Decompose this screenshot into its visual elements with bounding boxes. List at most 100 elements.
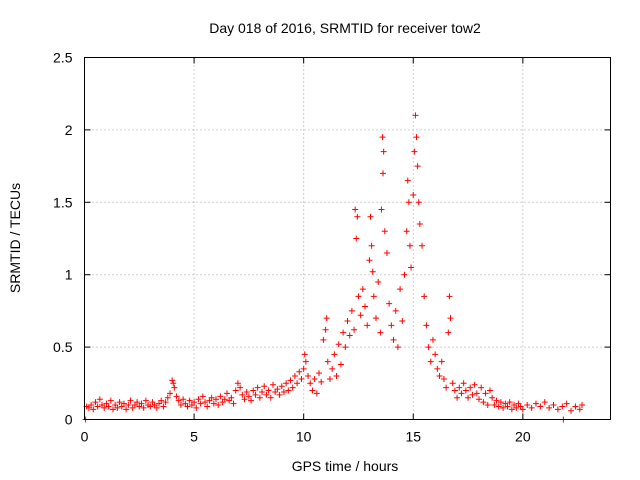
x-tick-label: 5 (190, 429, 198, 445)
data-point (142, 397, 149, 404)
data-point (322, 326, 329, 333)
data-point (355, 293, 362, 300)
data-point (436, 373, 443, 380)
data-point (237, 384, 244, 391)
data-point (438, 358, 445, 365)
data-point (232, 387, 239, 394)
data-point (171, 384, 178, 391)
x-tick-label: 10 (296, 429, 312, 445)
data-point (263, 391, 270, 398)
data-point (340, 329, 347, 336)
data-point (354, 213, 361, 220)
data-point (184, 403, 191, 410)
data-point (287, 377, 294, 384)
data-point (326, 375, 333, 382)
data-point (195, 396, 202, 403)
data-point (283, 380, 290, 387)
y-tick-label: 0.5 (53, 339, 73, 355)
data-point (217, 393, 224, 400)
data-point (554, 406, 561, 413)
data-point (175, 397, 182, 404)
data-point (234, 380, 241, 387)
y-tick-label: 2 (65, 122, 73, 138)
data-point (413, 134, 420, 141)
data-point (269, 381, 276, 388)
data-point (480, 399, 487, 406)
data-point (467, 384, 474, 391)
data-point (524, 402, 531, 409)
data-point (357, 312, 364, 319)
data-point (300, 365, 307, 372)
data-point (451, 387, 458, 394)
data-point (425, 344, 432, 351)
data-point (177, 402, 184, 409)
data-point (173, 393, 180, 400)
data-point (508, 406, 515, 413)
data-point (427, 358, 434, 365)
data-point (519, 406, 526, 413)
data-point (256, 394, 263, 401)
data-point (109, 406, 116, 413)
data-point (476, 396, 482, 403)
data-point (449, 380, 456, 387)
data-point (105, 403, 112, 410)
data-point (324, 358, 331, 365)
data-point (92, 399, 99, 406)
data-point (125, 402, 132, 409)
data-point (366, 257, 373, 264)
data-point (380, 148, 387, 155)
y-tick-label: 2.5 (53, 50, 73, 66)
data-point (370, 293, 377, 300)
data-point (504, 403, 511, 410)
data-point (506, 399, 513, 406)
data-point (486, 387, 493, 394)
data-point (323, 315, 330, 322)
data-point (546, 404, 553, 411)
plot-frame (84, 57, 611, 420)
data-point (138, 400, 145, 407)
data-point (294, 380, 301, 387)
data-point (563, 400, 570, 407)
data-point (210, 400, 217, 407)
data-points (82, 112, 586, 423)
data-point (280, 388, 287, 395)
data-point (88, 402, 95, 409)
data-point (134, 399, 141, 406)
data-point (445, 329, 452, 336)
data-point (193, 404, 200, 411)
x-tick-label: 0 (81, 429, 89, 445)
axis-ticks: 0 5 10 15 20 0 0.5 1 1.5 2 2.5 (53, 50, 611, 445)
data-point (254, 384, 261, 391)
data-point (250, 387, 257, 394)
data-point (140, 404, 147, 411)
data-point (460, 380, 467, 387)
data-point (458, 390, 465, 397)
data-point (421, 293, 428, 300)
data-point (107, 397, 114, 404)
data-point (429, 336, 436, 343)
data-point (377, 329, 384, 336)
data-point (239, 391, 246, 398)
grid-lines (84, 57, 611, 420)
data-point (348, 307, 355, 314)
data-point (568, 407, 575, 414)
data-point (419, 242, 426, 249)
data-point (537, 403, 544, 410)
data-point (541, 399, 548, 406)
data-point (572, 403, 579, 410)
data-point (307, 380, 314, 387)
data-point (228, 394, 235, 401)
data-point (160, 403, 167, 410)
data-point (469, 391, 476, 398)
data-point (410, 192, 417, 199)
data-point (164, 394, 171, 401)
data-point (248, 397, 255, 404)
data-point (484, 402, 491, 409)
data-point (301, 351, 308, 358)
data-point (440, 375, 447, 382)
x-tick-label: 15 (405, 429, 421, 445)
data-point (302, 358, 309, 365)
data-point (123, 406, 130, 413)
data-point (495, 403, 502, 410)
